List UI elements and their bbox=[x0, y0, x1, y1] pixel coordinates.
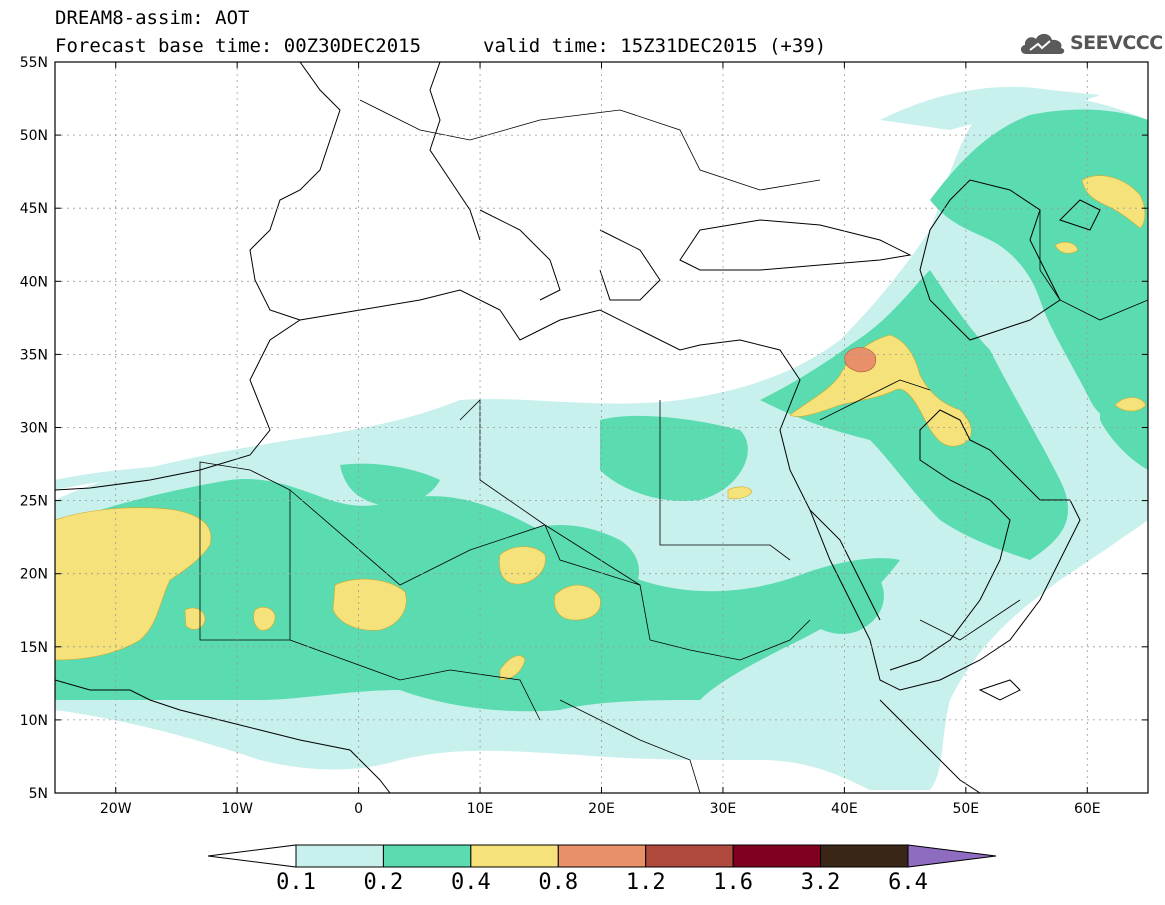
colorbar-segment bbox=[295, 844, 384, 868]
colorbar-max-arrow bbox=[907, 844, 997, 868]
colorbar-label: 0.8 bbox=[538, 870, 579, 895]
valid-time: valid time: 15Z31DEC2015 (+39) bbox=[483, 35, 827, 57]
colorbar-label: 0.1 bbox=[276, 870, 316, 895]
colorbar-segment bbox=[382, 844, 472, 868]
colorbar-segment bbox=[470, 844, 559, 868]
lon-label: 10W bbox=[221, 801, 253, 817]
lat-label: 20N bbox=[20, 567, 48, 583]
colorbar-min-arrow bbox=[207, 844, 297, 868]
lat-label: 40N bbox=[20, 274, 48, 290]
colorbar-label: 3.2 bbox=[800, 870, 841, 895]
lon-label: 10E bbox=[467, 801, 494, 817]
lat-label: 35N bbox=[20, 347, 48, 363]
cloud-icon bbox=[1020, 33, 1065, 54]
forecast-base-time: Forecast base time: 00Z30DEC2015 bbox=[55, 35, 422, 57]
colorbar-label: 0.2 bbox=[363, 870, 404, 895]
lat-label: 30N bbox=[20, 421, 48, 437]
lon-label: 50E bbox=[952, 801, 979, 817]
map-title: DREAM8-assim: AOT bbox=[55, 7, 250, 29]
colorbar-segment bbox=[557, 844, 647, 868]
lat-label: 15N bbox=[20, 640, 48, 656]
lon-label: 20W bbox=[100, 801, 132, 817]
lat-label: 45N bbox=[20, 201, 48, 217]
colorbar-label: 0.4 bbox=[450, 870, 491, 895]
lon-label: 0 bbox=[354, 801, 363, 817]
lat-label: 10N bbox=[20, 713, 48, 729]
lat-label: 55N bbox=[20, 55, 48, 71]
colorbar bbox=[207, 844, 997, 868]
colorbar-segment bbox=[820, 844, 909, 868]
colorbar-segment bbox=[645, 844, 734, 868]
aot-field bbox=[55, 86, 1148, 790]
logo-text: SEEVCCC bbox=[1070, 32, 1163, 54]
lat-label: 5N bbox=[29, 786, 48, 802]
colorbar-label: 6.4 bbox=[888, 870, 928, 895]
lon-label: 20E bbox=[588, 801, 615, 817]
borders bbox=[199, 99, 1148, 793]
lon-label: 60E bbox=[1074, 801, 1101, 817]
lat-label: 50N bbox=[20, 128, 48, 144]
lon-label: 30E bbox=[710, 801, 737, 817]
coastlines bbox=[55, 62, 1101, 793]
gridlines bbox=[55, 62, 1148, 793]
seevccc-logo: SEEVCCC bbox=[1018, 28, 1163, 58]
lon-label: 40E bbox=[831, 801, 858, 817]
colorbar-label: 1.6 bbox=[713, 870, 754, 895]
axis-ticks: 55N 50N 45N 40N 35N 30N 25N 20N 15N 10N 5N 20W 10W 0 1… bbox=[20, 55, 1148, 817]
colorbar-segment bbox=[732, 844, 822, 868]
colorbar-label: 1.2 bbox=[625, 870, 666, 895]
lat-label: 25N bbox=[20, 494, 48, 510]
